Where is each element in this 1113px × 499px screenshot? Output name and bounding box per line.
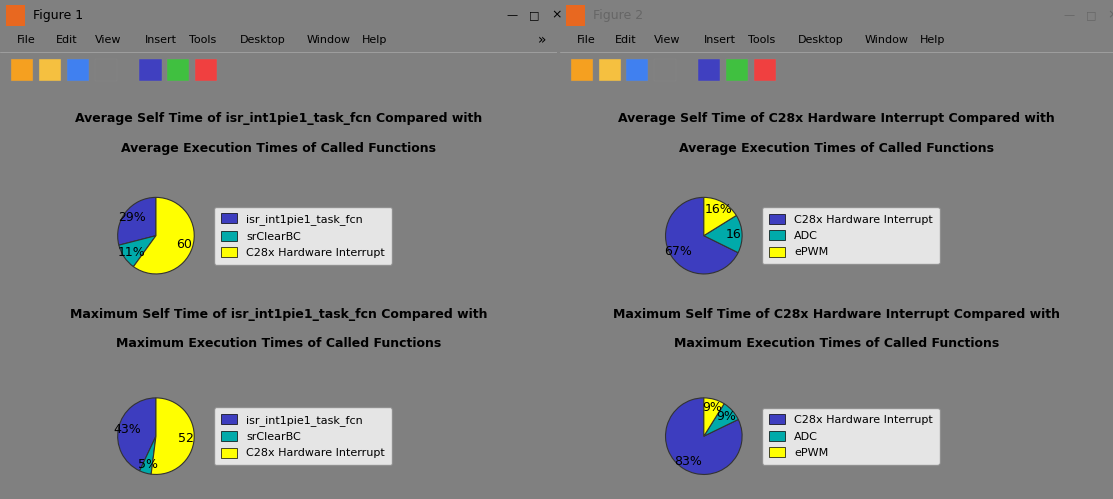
Wedge shape: [703, 216, 742, 252]
Bar: [726, 59, 748, 81]
Text: Tools: Tools: [189, 35, 217, 45]
Wedge shape: [118, 398, 156, 471]
Text: 9%: 9%: [716, 410, 736, 423]
Bar: [167, 59, 189, 81]
Text: Figure 1: Figure 1: [33, 8, 83, 21]
Text: Figure 2: Figure 2: [593, 8, 643, 21]
Wedge shape: [139, 436, 156, 474]
Wedge shape: [151, 398, 195, 475]
Wedge shape: [118, 198, 156, 245]
Text: 60: 60: [177, 239, 193, 251]
Legend: C28x Hardware Interrupt, ADC, ePWM: C28x Hardware Interrupt, ADC, ePWM: [762, 408, 939, 465]
Text: Desktop: Desktop: [798, 35, 844, 45]
Wedge shape: [703, 404, 738, 436]
Legend: C28x Hardware Interrupt, ADC, ePWM: C28x Hardware Interrupt, ADC, ePWM: [762, 207, 939, 264]
Text: File: File: [17, 35, 36, 45]
Wedge shape: [119, 236, 156, 266]
Text: »: »: [538, 33, 545, 47]
Text: Help: Help: [919, 35, 945, 45]
Text: Average Execution Times of Called Functions: Average Execution Times of Called Functi…: [679, 142, 994, 155]
Text: Insert: Insert: [703, 35, 736, 45]
Text: 9%: 9%: [702, 401, 722, 414]
Text: Desktop: Desktop: [239, 35, 285, 45]
Legend: isr_int1pie1_task_fcn, srClearBC, C28x Hardware Interrupt: isr_int1pie1_task_fcn, srClearBC, C28x H…: [214, 207, 392, 264]
Text: ×: ×: [552, 8, 562, 21]
Text: 5%: 5%: [138, 459, 158, 472]
Bar: [139, 59, 161, 81]
Text: —: —: [506, 10, 518, 20]
Text: 11%: 11%: [117, 246, 145, 259]
Text: □: □: [1085, 10, 1096, 20]
Wedge shape: [666, 198, 738, 274]
Bar: [39, 59, 61, 81]
Text: File: File: [577, 35, 595, 45]
Text: Edit: Edit: [56, 35, 77, 45]
Wedge shape: [703, 198, 737, 236]
Bar: [654, 59, 676, 81]
Bar: [195, 59, 217, 81]
Text: 43%: 43%: [112, 423, 140, 436]
Text: —: —: [1063, 10, 1074, 20]
Bar: [599, 59, 621, 81]
Text: View: View: [654, 35, 680, 45]
Bar: [67, 59, 89, 81]
Text: Maximum Execution Times of Called Functions: Maximum Execution Times of Called Functi…: [673, 337, 999, 350]
Text: 83%: 83%: [674, 455, 702, 468]
Wedge shape: [666, 398, 742, 475]
Text: ×: ×: [1107, 8, 1113, 21]
Text: Maximum Execution Times of Called Functions: Maximum Execution Times of Called Functi…: [116, 337, 441, 350]
Bar: [95, 59, 117, 81]
Text: 29%: 29%: [118, 211, 146, 224]
Bar: [698, 59, 720, 81]
Bar: [754, 59, 776, 81]
Bar: [11, 59, 33, 81]
Text: 16: 16: [726, 228, 741, 241]
Text: Insert: Insert: [145, 35, 177, 45]
Text: 67%: 67%: [664, 245, 692, 258]
Wedge shape: [134, 198, 195, 274]
Text: Maximum Self Time of C28x Hardware Interrupt Compared with: Maximum Self Time of C28x Hardware Inter…: [613, 308, 1060, 321]
Text: View: View: [95, 35, 121, 45]
Text: □: □: [530, 10, 540, 20]
Wedge shape: [703, 398, 725, 436]
Text: 52: 52: [178, 432, 194, 445]
Text: 16%: 16%: [705, 203, 732, 216]
Bar: [627, 59, 649, 81]
Text: Edit: Edit: [615, 35, 637, 45]
Legend: isr_int1pie1_task_fcn, srClearBC, C28x Hardware Interrupt: isr_int1pie1_task_fcn, srClearBC, C28x H…: [214, 407, 392, 465]
Text: Window: Window: [864, 35, 908, 45]
Bar: [571, 59, 593, 81]
Bar: [6, 4, 26, 25]
Text: Help: Help: [362, 35, 387, 45]
Text: Average Self Time of C28x Hardware Interrupt Compared with: Average Self Time of C28x Hardware Inter…: [618, 112, 1055, 125]
Bar: [565, 4, 585, 25]
Text: Average Self Time of isr_int1pie1_task_fcn Compared with: Average Self Time of isr_int1pie1_task_f…: [75, 112, 482, 125]
Text: Average Execution Times of Called Functions: Average Execution Times of Called Functi…: [121, 142, 436, 155]
Text: Window: Window: [306, 35, 351, 45]
Text: Tools: Tools: [748, 35, 776, 45]
Text: Maximum Self Time of isr_int1pie1_task_fcn Compared with: Maximum Self Time of isr_int1pie1_task_f…: [70, 308, 487, 321]
